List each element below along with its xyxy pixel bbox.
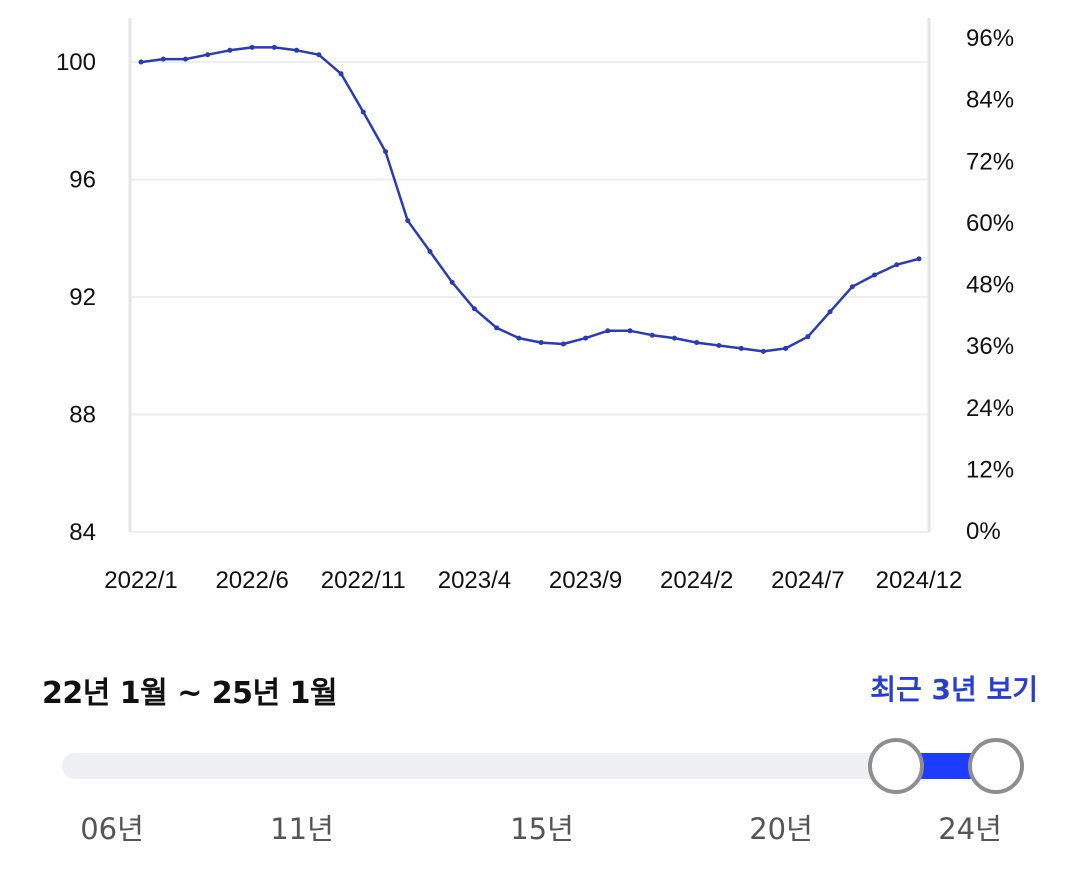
data-point	[605, 328, 611, 334]
x-tick-label: 2023/9	[549, 567, 622, 594]
data-point	[916, 256, 922, 262]
x-tick-label: 2023/4	[438, 567, 511, 594]
data-point	[383, 149, 389, 155]
data-point	[516, 335, 522, 341]
year-label-15: 15년	[510, 812, 574, 846]
data-point	[760, 348, 766, 354]
slider-start-handle[interactable]	[868, 738, 924, 794]
year-label-24: 24년	[938, 812, 1002, 846]
data-point	[805, 334, 811, 340]
x-tick-label: 2024/7	[771, 567, 844, 594]
x-tick-label: 2022/11	[321, 567, 406, 594]
data-point	[671, 335, 677, 341]
data-point	[694, 340, 700, 346]
y-right-tick-label: 72%	[966, 148, 1014, 175]
data-point	[271, 44, 277, 50]
data-point	[360, 109, 366, 115]
y-right-tick-label: 48%	[966, 272, 1014, 299]
data-point	[449, 279, 455, 285]
data-point	[471, 306, 477, 312]
y-right-tick-label: 36%	[966, 333, 1014, 360]
data-point	[294, 47, 300, 53]
data-point	[227, 47, 233, 53]
data-point	[182, 56, 188, 62]
year-label-20: 20년	[749, 812, 813, 846]
data-point	[894, 262, 900, 268]
data-point	[494, 325, 500, 331]
data-point	[872, 272, 878, 278]
y-left-tick-label: 88	[69, 402, 96, 429]
y-left-tick-label: 84	[69, 519, 96, 546]
data-point	[316, 52, 322, 58]
data-point	[738, 345, 744, 351]
x-tick-label: 2024/12	[876, 567, 963, 594]
line-chart: 84 88 92 96 100 0% 12% 24% 36% 48% 60% 72% 84% 96% 202…	[56, 18, 1014, 594]
data-point	[827, 309, 833, 315]
data-point	[138, 59, 144, 65]
data-point	[427, 249, 433, 255]
recent-3-years-button[interactable]: 최근 3년 보기	[870, 673, 1038, 706]
x-tick-label: 2022/6	[215, 567, 288, 594]
y-left-tick-label: 96	[69, 167, 96, 194]
data-point	[538, 340, 544, 346]
y-right-tick-label: 24%	[966, 395, 1014, 422]
y-right-tick-label: 96%	[966, 25, 1014, 52]
data-point	[649, 332, 655, 338]
y-right-tick-label: 84%	[966, 87, 1014, 114]
y-right-tick-label: 60%	[966, 210, 1014, 237]
date-range-label: 22년 1월 ~ 25년 1월	[42, 676, 338, 711]
series-line	[140, 46, 920, 353]
year-label-06: 06년	[80, 812, 144, 846]
x-tick-label: 2024/2	[660, 567, 733, 594]
year-label-11: 11년	[270, 812, 334, 846]
data-point	[249, 44, 255, 50]
data-point	[205, 52, 211, 58]
y-right-tick-label: 12%	[966, 456, 1014, 483]
data-point	[716, 342, 722, 348]
x-tick-label: 2022/1	[104, 567, 177, 594]
data-point	[405, 218, 411, 224]
data-point	[849, 284, 855, 290]
data-point	[560, 341, 566, 347]
y-left-tick-label: 92	[69, 284, 96, 311]
slider-end-handle[interactable]	[968, 738, 1024, 794]
y-left-tick-label: 100	[56, 49, 96, 76]
data-point	[338, 71, 344, 77]
data-point	[627, 328, 633, 334]
y-right-tick-label: 0%	[966, 518, 1001, 545]
data-point	[583, 335, 589, 341]
data-point	[783, 345, 789, 351]
year-range-slider-track[interactable]	[62, 753, 998, 779]
data-point	[160, 56, 166, 62]
